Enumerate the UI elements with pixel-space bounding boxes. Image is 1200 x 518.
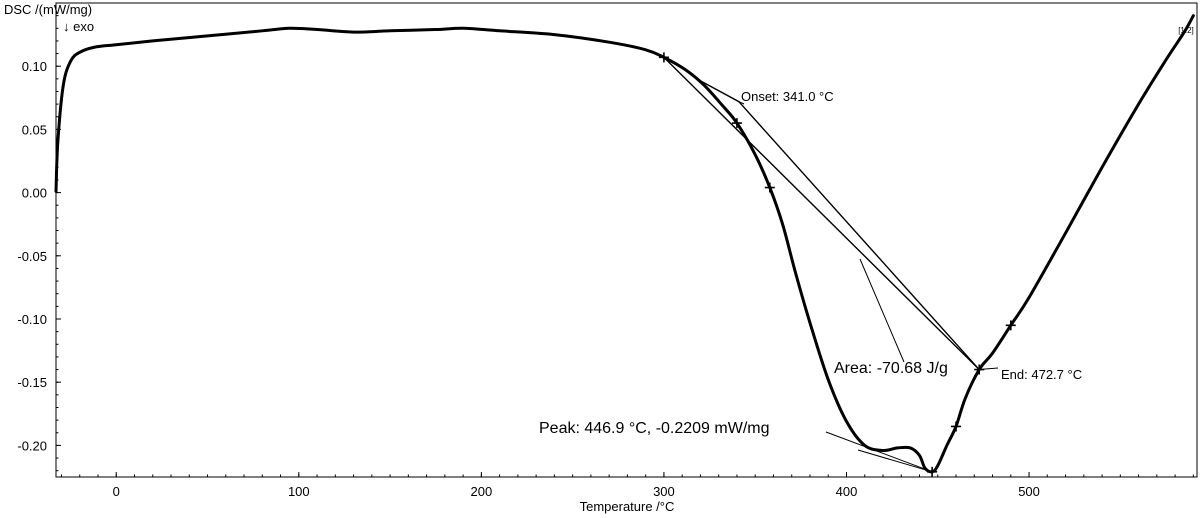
x-tick-label: 400 bbox=[836, 484, 858, 499]
y-tick-label: -0.10 bbox=[17, 312, 47, 327]
area-leader bbox=[859, 258, 905, 363]
series bbox=[54, 14, 1195, 474]
x-tick-label: 100 bbox=[288, 484, 310, 499]
curve-marker bbox=[951, 421, 962, 432]
dsc-curve bbox=[54, 14, 1195, 474]
x-tick-label: 200 bbox=[471, 484, 493, 499]
end-annotation: End: 472.7 °C bbox=[1001, 367, 1082, 382]
peak-annotation: Peak: 446.9 °C, -0.2209 mW/mg bbox=[539, 420, 770, 437]
curve-marker bbox=[1005, 320, 1016, 331]
x-tick-label: 0 bbox=[113, 484, 120, 499]
curve-marker bbox=[974, 364, 985, 375]
curve-marker bbox=[658, 52, 669, 63]
onset-leader bbox=[738, 101, 745, 105]
peak-leader bbox=[825, 431, 933, 473]
x-axis-title: Temperature /°C bbox=[580, 499, 675, 514]
curve-markers bbox=[658, 52, 1016, 477]
curve-marker bbox=[731, 118, 742, 129]
y-tick-label: -0.15 bbox=[17, 375, 47, 390]
y-axis-title: DSC /(mW/mg) bbox=[4, 2, 92, 17]
y-tick-label: 0.05 bbox=[22, 122, 47, 137]
y-axis-exo-label: ↓ exo bbox=[63, 19, 94, 34]
curve-marker bbox=[764, 182, 775, 193]
y-tick-label: -0.05 bbox=[17, 249, 47, 264]
curve-marker bbox=[927, 466, 938, 477]
x-tick-label: 300 bbox=[653, 484, 675, 499]
plot-frame bbox=[55, 2, 1198, 478]
x-tick-label: 500 bbox=[1018, 484, 1040, 499]
annotation-lines bbox=[663, 56, 999, 473]
peak-leader-2 bbox=[857, 449, 933, 473]
area-baseline bbox=[663, 56, 980, 371]
y-tick-label: -0.20 bbox=[17, 438, 47, 453]
curve-id-label: [1.2] bbox=[1178, 26, 1194, 35]
y-tick-label: 0.10 bbox=[22, 59, 47, 74]
axes: 0.10 0.05 0.00 -0.05 -0.10 -0.15 -0.20 0 100 200 3… bbox=[17, 2, 1198, 499]
y-tick-label: 0.00 bbox=[22, 186, 47, 201]
onset-annotation: Onset: 341.0 °C bbox=[741, 89, 834, 104]
area-annotation: Area: -70.68 J/g bbox=[834, 360, 948, 377]
